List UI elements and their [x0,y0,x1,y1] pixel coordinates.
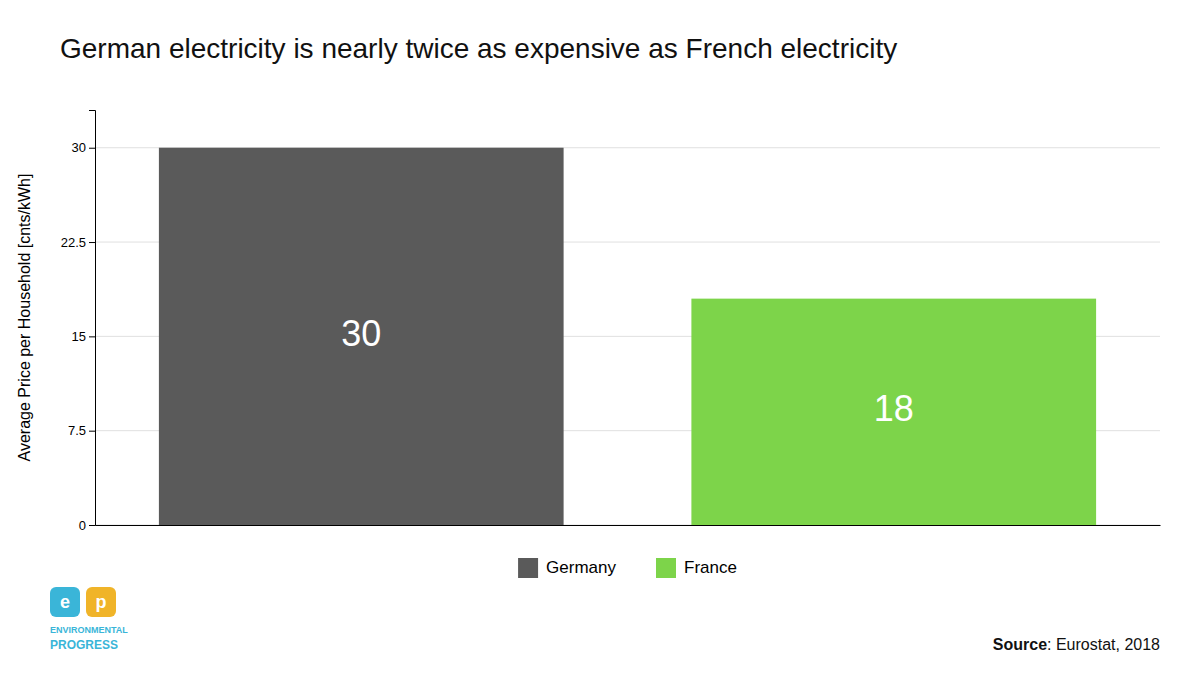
bars [159,148,1096,525]
legend: Germany France [518,558,737,578]
data-labels: 30 18 [341,313,914,429]
bar [691,299,1096,525]
chart-svg: 0 7.5 15 22.5 30 30 18 Average Price per Househ… [0,0,1200,675]
y-tick-mark [89,242,95,243]
y-tick-label: 0 [79,518,86,533]
logo: e p ENVIRONMENTAL PROGRESS [50,587,128,652]
y-tick: 22.5 [61,235,95,250]
source-bold: Source [993,636,1047,653]
source: Source: Eurostat, 2018 [993,636,1160,653]
logo-letter: p [96,592,107,612]
y-tick: 15 [72,329,95,344]
legend-swatch [656,558,676,578]
y-tick-label: 15 [72,329,86,344]
y-tick-mark [89,431,95,432]
legend-swatch [518,558,538,578]
y-tick-label: 7.5 [68,423,86,438]
chart-title: German electricity is nearly twice as ex… [60,33,897,64]
plot-area: 0 7.5 15 22.5 30 30 18 [61,111,1161,533]
logo-text: PROGRESS [50,638,118,652]
y-tick: 0 [79,518,95,533]
y-axis-title: Average Price per Household [cnts/kWh] [16,174,33,462]
legend-item: France [656,558,737,578]
y-tick-mark [89,525,95,526]
y-axis: 0 7.5 15 22.5 30 [61,111,96,533]
data-label: 18 [874,388,914,429]
logo-text: ENVIRONMENTAL [50,625,128,635]
legend-item: Germany [518,558,616,578]
y-tick: 7.5 [68,423,95,438]
y-axis-line [89,111,96,526]
logo-box [50,587,80,617]
y-tick-mark [89,336,95,337]
legend-label: Germany [546,558,616,577]
y-tick-label: 22.5 [61,235,86,250]
logo-box [86,587,116,617]
y-tick-label: 30 [72,140,86,155]
logo-letter: e [60,592,70,612]
grid [95,148,1160,525]
x-axis [96,525,1161,526]
data-label: 30 [341,313,381,354]
y-tick: 30 [72,140,95,155]
legend-label: France [684,558,737,577]
y-tick-mark [89,148,95,149]
x-axis-line [96,525,1161,526]
source-regular: : Eurostat, 2018 [1047,636,1160,653]
bar [159,148,564,525]
